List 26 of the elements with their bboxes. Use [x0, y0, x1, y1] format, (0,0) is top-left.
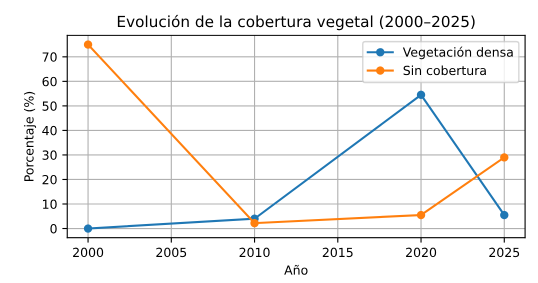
chart-title: Evolución de la cobertura vegetal (2000–2025)	[118, 14, 475, 30]
y-tick-label: 70	[42, 52, 57, 62]
point	[500, 153, 508, 162]
x-tick-label: 2025	[489, 248, 520, 258]
point	[250, 218, 259, 228]
point	[500, 210, 508, 220]
x-tick-label: 2015	[322, 248, 353, 258]
y-tick-label: 30	[42, 150, 57, 160]
y-tick-label: 0	[50, 224, 57, 234]
y-tick-label: 60	[42, 76, 57, 86]
y-axis-title: Porcentaje (%)	[24, 92, 36, 182]
x-tick-label: 2000	[73, 248, 104, 258]
point	[416, 210, 426, 220]
point	[84, 224, 92, 233]
point	[416, 90, 426, 100]
y-tick-label: 10	[42, 199, 57, 209]
x-tick-label: 2020	[406, 248, 436, 258]
y-tick-label: 20	[42, 174, 57, 184]
legend-label: Vegetación densa	[402, 46, 513, 60]
point	[84, 40, 92, 49]
x-axis-title: Año	[284, 264, 308, 275]
x-tick-label: 2005	[156, 248, 186, 258]
x-tick-label: 2010	[240, 248, 270, 258]
y-tick-label: 40	[42, 126, 57, 136]
legend-label: Sin cobertura	[404, 65, 486, 76]
y-tick-label: 50	[42, 101, 57, 111]
